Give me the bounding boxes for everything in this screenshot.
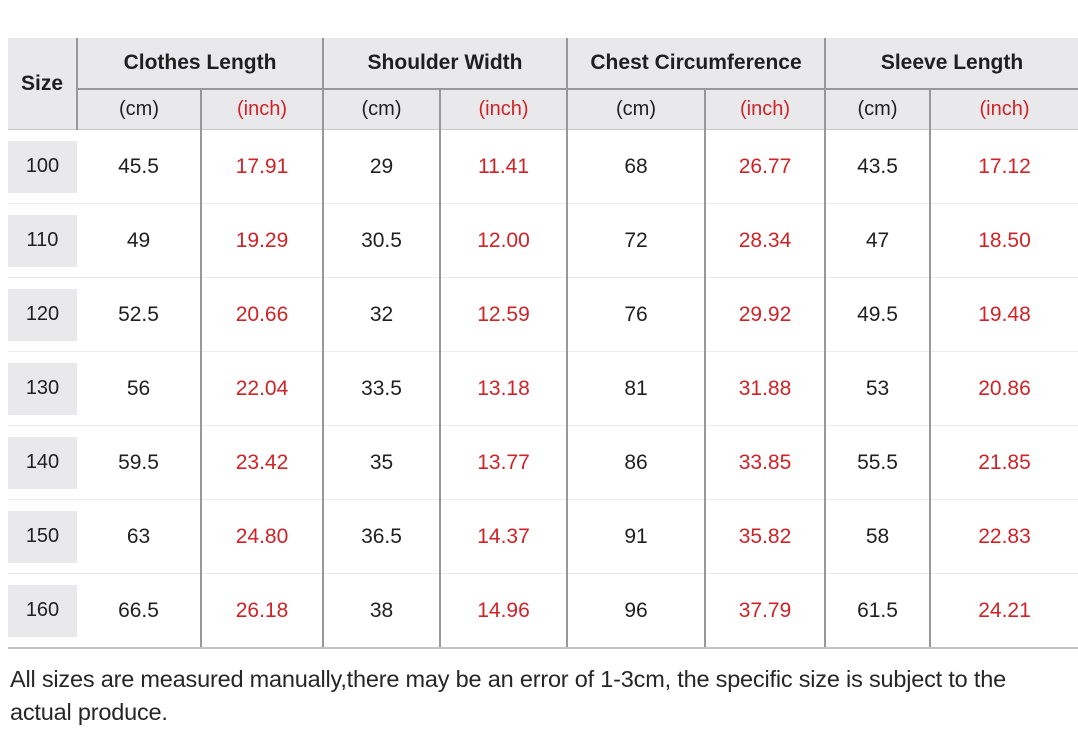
size-chart-table: Size Clothes Length Shoulder Width Chest… — [8, 38, 1078, 649]
value-cm-cell: 81 — [566, 351, 706, 426]
value-cm-cell: 32 — [322, 277, 441, 352]
table-row: 150 63 24.80 36.5 14.37 91 35.82 58 22.83 — [8, 499, 1078, 574]
value-cm-cell: 38 — [322, 573, 441, 649]
value-inch-cell: 28.34 — [704, 203, 826, 278]
value-inch-cell: 19.48 — [929, 277, 1078, 352]
group-header-shoulder-width: Shoulder Width — [322, 38, 568, 90]
table-row: 140 59.5 23.42 35 13.77 86 33.85 55.5 21.85 — [8, 425, 1078, 500]
value-cm-cell: 91 — [566, 499, 706, 574]
size-chip: 130 — [8, 362, 77, 415]
value-cm-cell: 76 — [566, 277, 706, 352]
table-row: 160 66.5 26.18 38 14.96 96 37.79 61.5 24.21 — [8, 573, 1078, 649]
size-cell: 100 — [8, 129, 77, 204]
size-chip: 120 — [8, 288, 77, 341]
size-chip: 160 — [8, 584, 77, 637]
value-cm-cell: 63 — [77, 499, 201, 574]
value-cm-cell: 72 — [566, 203, 706, 278]
size-cell: 120 — [8, 277, 77, 352]
value-inch-cell: 18.50 — [929, 203, 1078, 278]
value-cm-cell: 43.5 — [824, 129, 931, 204]
value-inch-cell: 17.91 — [199, 129, 324, 204]
value-cm-cell: 29 — [322, 129, 441, 204]
value-inch-cell: 26.77 — [704, 129, 826, 204]
size-chip: 150 — [8, 510, 77, 563]
value-inch-cell: 26.18 — [199, 573, 324, 649]
unit-header-inch: (inch) — [929, 89, 1078, 130]
value-inch-cell: 14.96 — [439, 573, 568, 649]
value-inch-cell: 23.42 — [199, 425, 324, 500]
value-inch-cell: 13.18 — [439, 351, 568, 426]
value-cm-cell: 59.5 — [77, 425, 201, 500]
value-inch-cell: 13.77 — [439, 425, 568, 500]
value-inch-cell: 31.88 — [704, 351, 826, 426]
size-cell: 130 — [8, 351, 77, 426]
unit-header-inch: (inch) — [439, 89, 568, 130]
unit-header-inch: (inch) — [199, 89, 324, 130]
size-column-header: Size — [8, 38, 78, 130]
value-cm-cell: 47 — [824, 203, 931, 278]
value-cm-cell: 53 — [824, 351, 931, 426]
value-cm-cell: 55.5 — [824, 425, 931, 500]
value-cm-cell: 96 — [566, 573, 706, 649]
value-inch-cell: 29.92 — [704, 277, 826, 352]
group-header-sleeve-length: Sleeve Length — [824, 38, 1078, 90]
value-cm-cell: 66.5 — [77, 573, 201, 649]
value-cm-cell: 49 — [77, 203, 201, 278]
unit-header-cm: (cm) — [566, 89, 706, 130]
value-cm-cell: 49.5 — [824, 277, 931, 352]
group-header-row: Size Clothes Length Shoulder Width Chest… — [8, 38, 1078, 130]
value-cm-cell: 33.5 — [322, 351, 441, 426]
size-chip: 110 — [8, 214, 77, 267]
unit-header-row: (cm) (inch) (cm) (inch) (cm) (inch) (cm)… — [8, 89, 1078, 130]
value-inch-cell: 21.85 — [929, 425, 1078, 500]
table-row: 110 49 19.29 30.5 12.00 72 28.34 47 18.50 — [8, 203, 1078, 278]
value-inch-cell: 12.59 — [439, 277, 568, 352]
unit-header-cm: (cm) — [824, 89, 931, 130]
value-cm-cell: 52.5 — [77, 277, 201, 352]
measurement-disclaimer: All sizes are measured manually,there ma… — [10, 666, 1006, 725]
size-cell: 150 — [8, 499, 77, 574]
value-cm-cell: 30.5 — [322, 203, 441, 278]
value-inch-cell: 12.00 — [439, 203, 568, 278]
value-inch-cell: 22.04 — [199, 351, 324, 426]
value-cm-cell: 68 — [566, 129, 706, 204]
size-cell: 110 — [8, 203, 77, 278]
value-cm-cell: 61.5 — [824, 573, 931, 649]
table-row: 120 52.5 20.66 32 12.59 76 29.92 49.5 19.48 — [8, 277, 1078, 352]
value-inch-cell: 14.37 — [439, 499, 568, 574]
size-chip: 140 — [8, 436, 77, 489]
group-header-chest-circumference: Chest Circumference — [566, 38, 826, 90]
value-inch-cell: 11.41 — [439, 129, 568, 204]
table-header: Size Clothes Length Shoulder Width Chest… — [8, 38, 1078, 130]
table-row: 100 45.5 17.91 29 11.41 68 26.77 43.5 17.12 — [8, 129, 1078, 204]
unit-header-cm: (cm) — [76, 89, 201, 130]
value-inch-cell: 24.21 — [929, 573, 1078, 649]
group-header-clothes-length: Clothes Length — [75, 38, 324, 90]
size-table-body: 100 45.5 17.91 29 11.41 68 26.77 43.5 17.12 110 49… — [8, 129, 1078, 649]
value-cm-cell: 56 — [77, 351, 201, 426]
value-inch-cell: 17.12 — [929, 129, 1078, 204]
value-inch-cell: 19.29 — [199, 203, 324, 278]
value-inch-cell: 20.86 — [929, 351, 1078, 426]
table-row: 130 56 22.04 33.5 13.18 81 31.88 53 20.86 — [8, 351, 1078, 426]
size-cell: 160 — [8, 573, 77, 649]
value-inch-cell: 22.83 — [929, 499, 1078, 574]
value-inch-cell: 37.79 — [704, 573, 826, 649]
unit-header-inch: (inch) — [704, 89, 826, 130]
unit-header-cm: (cm) — [322, 89, 441, 130]
size-cell: 140 — [8, 425, 77, 500]
value-cm-cell: 58 — [824, 499, 931, 574]
value-inch-cell: 20.66 — [199, 277, 324, 352]
value-inch-cell: 35.82 — [704, 499, 826, 574]
value-cm-cell: 45.5 — [77, 129, 201, 204]
value-inch-cell: 33.85 — [704, 425, 826, 500]
value-inch-cell: 24.80 — [199, 499, 324, 574]
size-chip: 100 — [8, 140, 77, 193]
value-cm-cell: 36.5 — [322, 499, 441, 574]
value-cm-cell: 35 — [322, 425, 441, 500]
value-cm-cell: 86 — [566, 425, 706, 500]
